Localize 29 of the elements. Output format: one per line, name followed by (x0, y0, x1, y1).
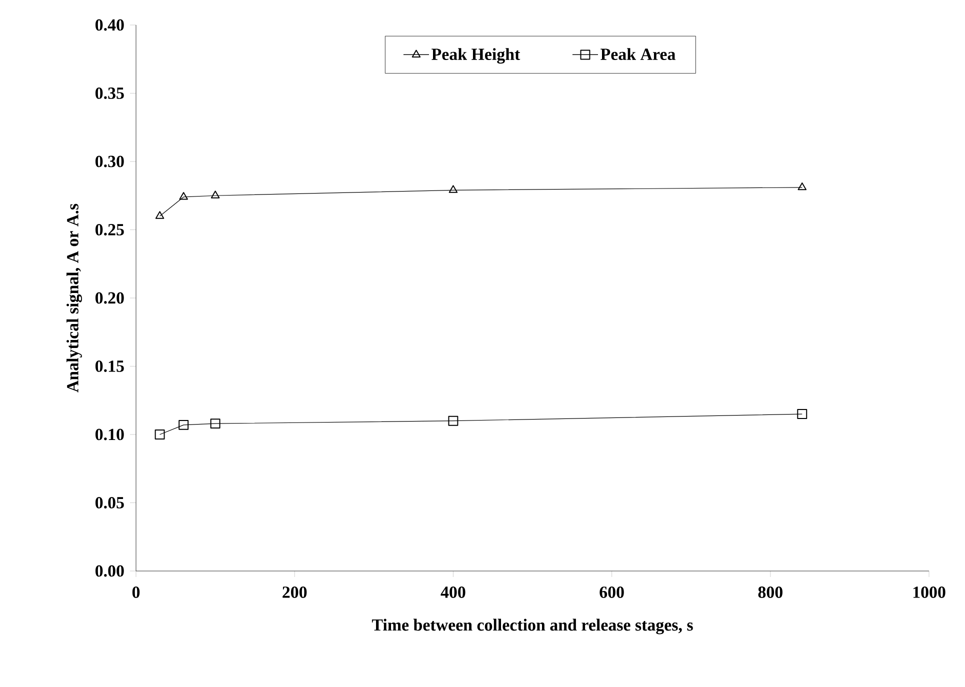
y-tick-label: 0.20 (95, 292, 124, 304)
x-tick-label: 400 (440, 586, 466, 598)
y-tick-label: 0.25 (95, 224, 124, 236)
x-tick-label: 0 (132, 586, 140, 598)
legend-label: Peak Height (432, 48, 520, 64)
point (798, 182, 807, 190)
y-tick-label: 0.30 (95, 156, 124, 168)
y-tick-label: 0.15 (95, 360, 124, 372)
x-tick-label: 600 (600, 586, 624, 598)
x-tick-label: 800 (758, 586, 782, 598)
y-tick-label: 0.05 (95, 496, 124, 508)
point (210, 418, 220, 429)
x-tick-label: 1000 (913, 586, 946, 598)
point (797, 409, 808, 420)
legend-label: Peak Area (600, 48, 676, 60)
point (154, 430, 165, 440)
point (448, 185, 458, 193)
x-tick-label: 200 (282, 586, 307, 598)
point (178, 420, 189, 430)
point (210, 190, 220, 198)
y-tick-label: 0.40 (95, 19, 124, 31)
y-tick-label: 0.35 (95, 87, 124, 99)
x-axis-title: Time between collection and release stages, s (372, 618, 693, 634)
y-tick-label: 0.10 (95, 428, 124, 440)
point (179, 192, 188, 200)
point (448, 416, 458, 426)
point (155, 211, 164, 219)
y-axis-title: Analytical signal, A or A.s (66, 204, 82, 392)
y-tick-label: 0.00 (95, 565, 124, 577)
